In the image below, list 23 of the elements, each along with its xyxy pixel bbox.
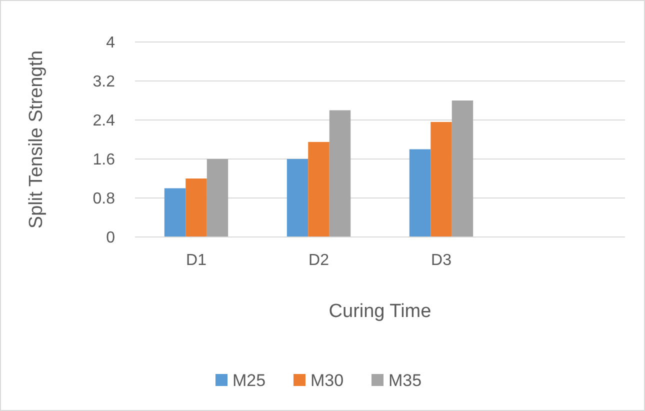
x-tick-label: D3 <box>431 252 452 269</box>
bar <box>308 142 330 237</box>
y-tick-label: 3.2 <box>92 74 116 91</box>
y-tick-label: 4 <box>106 34 116 52</box>
x-axis-title: Curing Time <box>328 301 432 322</box>
y-tick-label: 0 <box>106 230 116 247</box>
bar <box>286 159 308 237</box>
legend-label: M30 <box>310 370 344 390</box>
bar <box>430 122 452 237</box>
y-tick-label: 2.4 <box>92 112 116 130</box>
legend-label: M25 <box>232 370 266 390</box>
bar <box>329 110 351 237</box>
y-axis-title: Split Tensile Strength <box>26 50 47 229</box>
bar <box>164 188 186 237</box>
bar <box>186 178 207 237</box>
x-tick-label: D1 <box>186 252 207 269</box>
bar <box>452 100 474 237</box>
bar <box>206 159 228 237</box>
bar <box>409 149 431 237</box>
y-tick-label: 0.8 <box>92 190 116 208</box>
y-tick-label: 1.6 <box>92 152 116 169</box>
legend-label: M35 <box>388 370 422 390</box>
x-tick-label: D2 <box>308 252 330 269</box>
